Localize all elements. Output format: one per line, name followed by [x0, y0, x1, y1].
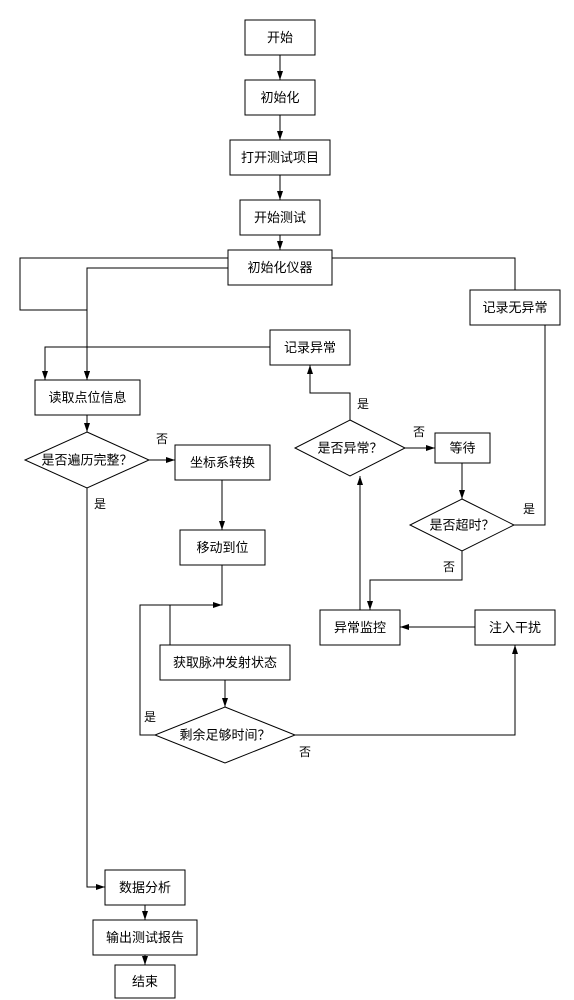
n_mon-label: 异常监控: [334, 620, 386, 635]
n_init-label: 初始化: [260, 90, 299, 105]
n_pulse-label: 获取脉冲发射状态: [173, 655, 277, 670]
svg-text:否: 否: [156, 432, 168, 446]
svg-text:是: 是: [144, 710, 156, 724]
n_open-label: 打开测试项目: [241, 150, 319, 165]
n_initdev-label: 初始化仪器: [247, 260, 312, 275]
n_read-label: 读取点位信息: [48, 390, 126, 405]
n_coord-label: 坐标系转换: [190, 455, 255, 470]
n_abn-label: 是否异常？: [317, 440, 382, 455]
svg-text:否: 否: [413, 425, 425, 439]
n_logex-label: 记录异常: [284, 340, 336, 355]
n_report-label: 输出测试报告: [106, 930, 184, 945]
svg-text:否: 否: [299, 745, 311, 759]
n_logok-label: 记录无异常: [482, 300, 547, 315]
n_start-label: 开始: [267, 30, 293, 45]
n_iter-label: 是否遍历完整？: [41, 452, 132, 467]
svg-text:是: 是: [357, 397, 369, 411]
n_begin-label: 开始测试: [254, 210, 306, 225]
n_end-label: 结束: [132, 974, 158, 989]
n_inject-label: 注入干扰: [489, 620, 541, 635]
n_timeout-label: 是否超时？: [429, 517, 494, 532]
svg-text:否: 否: [443, 560, 455, 574]
n_move-label: 移动到位: [196, 540, 248, 555]
n_wait-label: 等待: [449, 440, 475, 455]
svg-text:是: 是: [94, 497, 106, 511]
n_remain-label: 剩余足够时间？: [179, 727, 270, 742]
svg-text:是: 是: [523, 502, 535, 516]
n_ana-label: 数据分析: [119, 880, 171, 895]
